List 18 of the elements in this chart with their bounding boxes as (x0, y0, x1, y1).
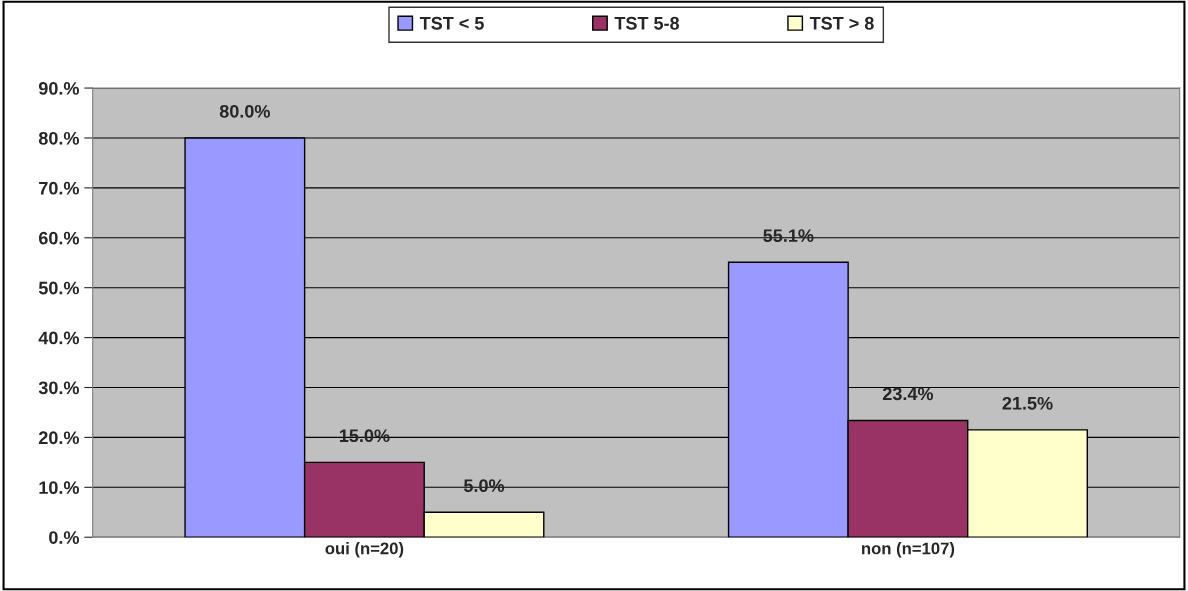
y-tick-label: 0.% (49, 531, 79, 544)
y-tick-label: 50.% (38, 281, 79, 295)
data-label: 23.4% (882, 387, 934, 401)
y-tick-label: 60.% (38, 231, 79, 245)
y-tick-label: 80.% (38, 131, 79, 145)
y-tick-label: 70.% (39, 181, 79, 195)
x-tick-label: non (n=107) (862, 542, 955, 558)
legend-label: TST 5-8 (614, 16, 680, 30)
y-tick-label: 90.% (38, 81, 79, 95)
y-tick-label: 40.% (38, 331, 79, 345)
data-label: 80.0% (219, 104, 270, 118)
y-tick-label: 10.% (39, 481, 79, 495)
y-tick-label: 30.% (38, 381, 79, 395)
legend-label: TST < 5 (419, 16, 484, 30)
y-tick-label: 20.% (38, 431, 79, 445)
legend-label: TST > 8 (809, 16, 874, 30)
data-label: 21.5% (1002, 396, 1053, 410)
x-tick-label: oui (n=20) (325, 542, 404, 558)
